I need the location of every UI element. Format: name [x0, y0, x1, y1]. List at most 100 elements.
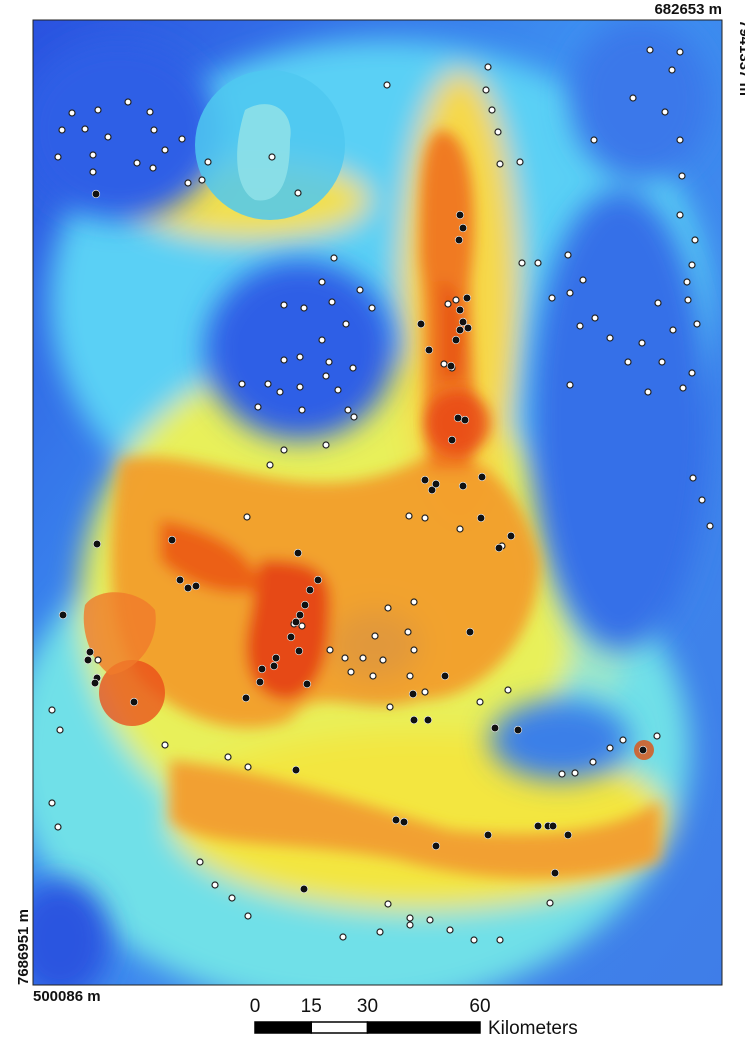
sample-point-open: [360, 655, 366, 661]
sample-point-open: [690, 475, 696, 481]
sample-point-open: [572, 770, 578, 776]
sample-point-open: [245, 913, 251, 919]
top-right-easting: 682653 m: [654, 1, 722, 18]
sample-point-open: [281, 447, 287, 453]
sample-point-open: [299, 623, 305, 629]
sample-point-open: [342, 655, 348, 661]
sample-point-open: [680, 385, 686, 391]
sample-point-open: [385, 605, 391, 611]
sample-point-open: [567, 290, 573, 296]
sample-point-filled: [409, 690, 417, 698]
sample-point-open: [179, 136, 185, 142]
sample-point-open: [457, 526, 463, 532]
sample-point-open: [82, 126, 88, 132]
sample-point-open: [669, 67, 675, 73]
sample-point-filled: [410, 716, 418, 724]
sample-point-open: [380, 657, 386, 663]
sample-point-open: [411, 599, 417, 605]
sample-point-open: [350, 365, 356, 371]
sample-point-open: [340, 934, 346, 940]
sample-point-open: [372, 633, 378, 639]
sample-point-open: [212, 882, 218, 888]
sample-point-filled: [86, 648, 94, 656]
sample-point-open: [105, 134, 111, 140]
sample-point-open: [654, 733, 660, 739]
sample-point-open: [197, 859, 203, 865]
sample-point-open: [323, 442, 329, 448]
sample-point-open: [369, 305, 375, 311]
map-figure: 682653 m 7941337 m 7686951 m 500086 m 01…: [0, 0, 745, 1039]
sample-point-open: [59, 127, 65, 133]
sample-point-filled: [549, 822, 557, 830]
sample-point-filled: [192, 582, 200, 590]
sample-point-open: [497, 161, 503, 167]
sample-point-filled: [84, 656, 92, 664]
sample-point-open: [565, 252, 571, 258]
sample-point-open: [326, 359, 332, 365]
sample-point-open: [519, 260, 525, 266]
sample-point-open: [607, 335, 613, 341]
scale-segment: [255, 1022, 311, 1033]
sample-point-open: [591, 137, 597, 143]
sample-point-open: [699, 497, 705, 503]
sample-point-filled: [456, 211, 464, 219]
sample-point-open: [134, 160, 140, 166]
sample-point-open: [147, 109, 153, 115]
sample-point-open: [185, 180, 191, 186]
sample-point-open: [69, 110, 75, 116]
scale-segment: [311, 1022, 367, 1033]
sample-point-open: [90, 152, 96, 158]
sample-point-open: [645, 389, 651, 395]
sample-point-filled: [639, 746, 647, 754]
sample-point-open: [483, 87, 489, 93]
sample-point-open: [471, 937, 477, 943]
sample-point-open: [422, 515, 428, 521]
sample-point-filled: [292, 766, 300, 774]
sample-point-filled: [295, 647, 303, 655]
sample-point-open: [319, 337, 325, 343]
sample-point-open: [55, 154, 61, 160]
sample-point-open: [387, 704, 393, 710]
sample-point-open: [162, 742, 168, 748]
sample-point-open: [670, 327, 676, 333]
sample-point-open: [151, 127, 157, 133]
sample-point-open: [549, 295, 555, 301]
sample-point-open: [477, 699, 483, 705]
sample-point-open: [580, 277, 586, 283]
sample-point-open: [90, 169, 96, 175]
sample-point-filled: [270, 662, 278, 670]
sample-point-filled: [459, 224, 467, 232]
sample-point-filled: [400, 818, 408, 826]
sample-point-open: [684, 279, 690, 285]
bottom-left-northing: 7686951 m: [15, 909, 32, 985]
sample-point-filled: [303, 680, 311, 688]
sample-point-open: [245, 764, 251, 770]
sample-point-open: [620, 737, 626, 743]
scale-tick-label: 0: [250, 996, 261, 1017]
scale-segment: [368, 1022, 481, 1033]
sample-point-open: [447, 927, 453, 933]
sample-point-open: [239, 381, 245, 387]
sample-point-open: [297, 384, 303, 390]
sample-point-filled: [459, 482, 467, 490]
sample-point-filled: [432, 480, 440, 488]
sample-point-open: [411, 647, 417, 653]
sample-point-open: [497, 937, 503, 943]
sample-point-filled: [272, 654, 280, 662]
sample-point-filled: [306, 586, 314, 594]
sample-point-filled: [551, 869, 559, 877]
sample-point-filled: [392, 816, 400, 824]
sample-point-filled: [300, 885, 308, 893]
sample-point-open: [269, 154, 275, 160]
sample-point-open: [385, 901, 391, 907]
sample-point-filled: [91, 679, 99, 687]
sample-point-filled: [314, 576, 322, 584]
sample-point-filled: [92, 190, 100, 198]
sample-point-filled: [448, 436, 456, 444]
sample-point-filled: [484, 831, 492, 839]
sample-point-filled: [478, 473, 486, 481]
sample-point-filled: [461, 416, 469, 424]
sample-point-filled: [424, 716, 432, 724]
sample-point-filled: [564, 831, 572, 839]
